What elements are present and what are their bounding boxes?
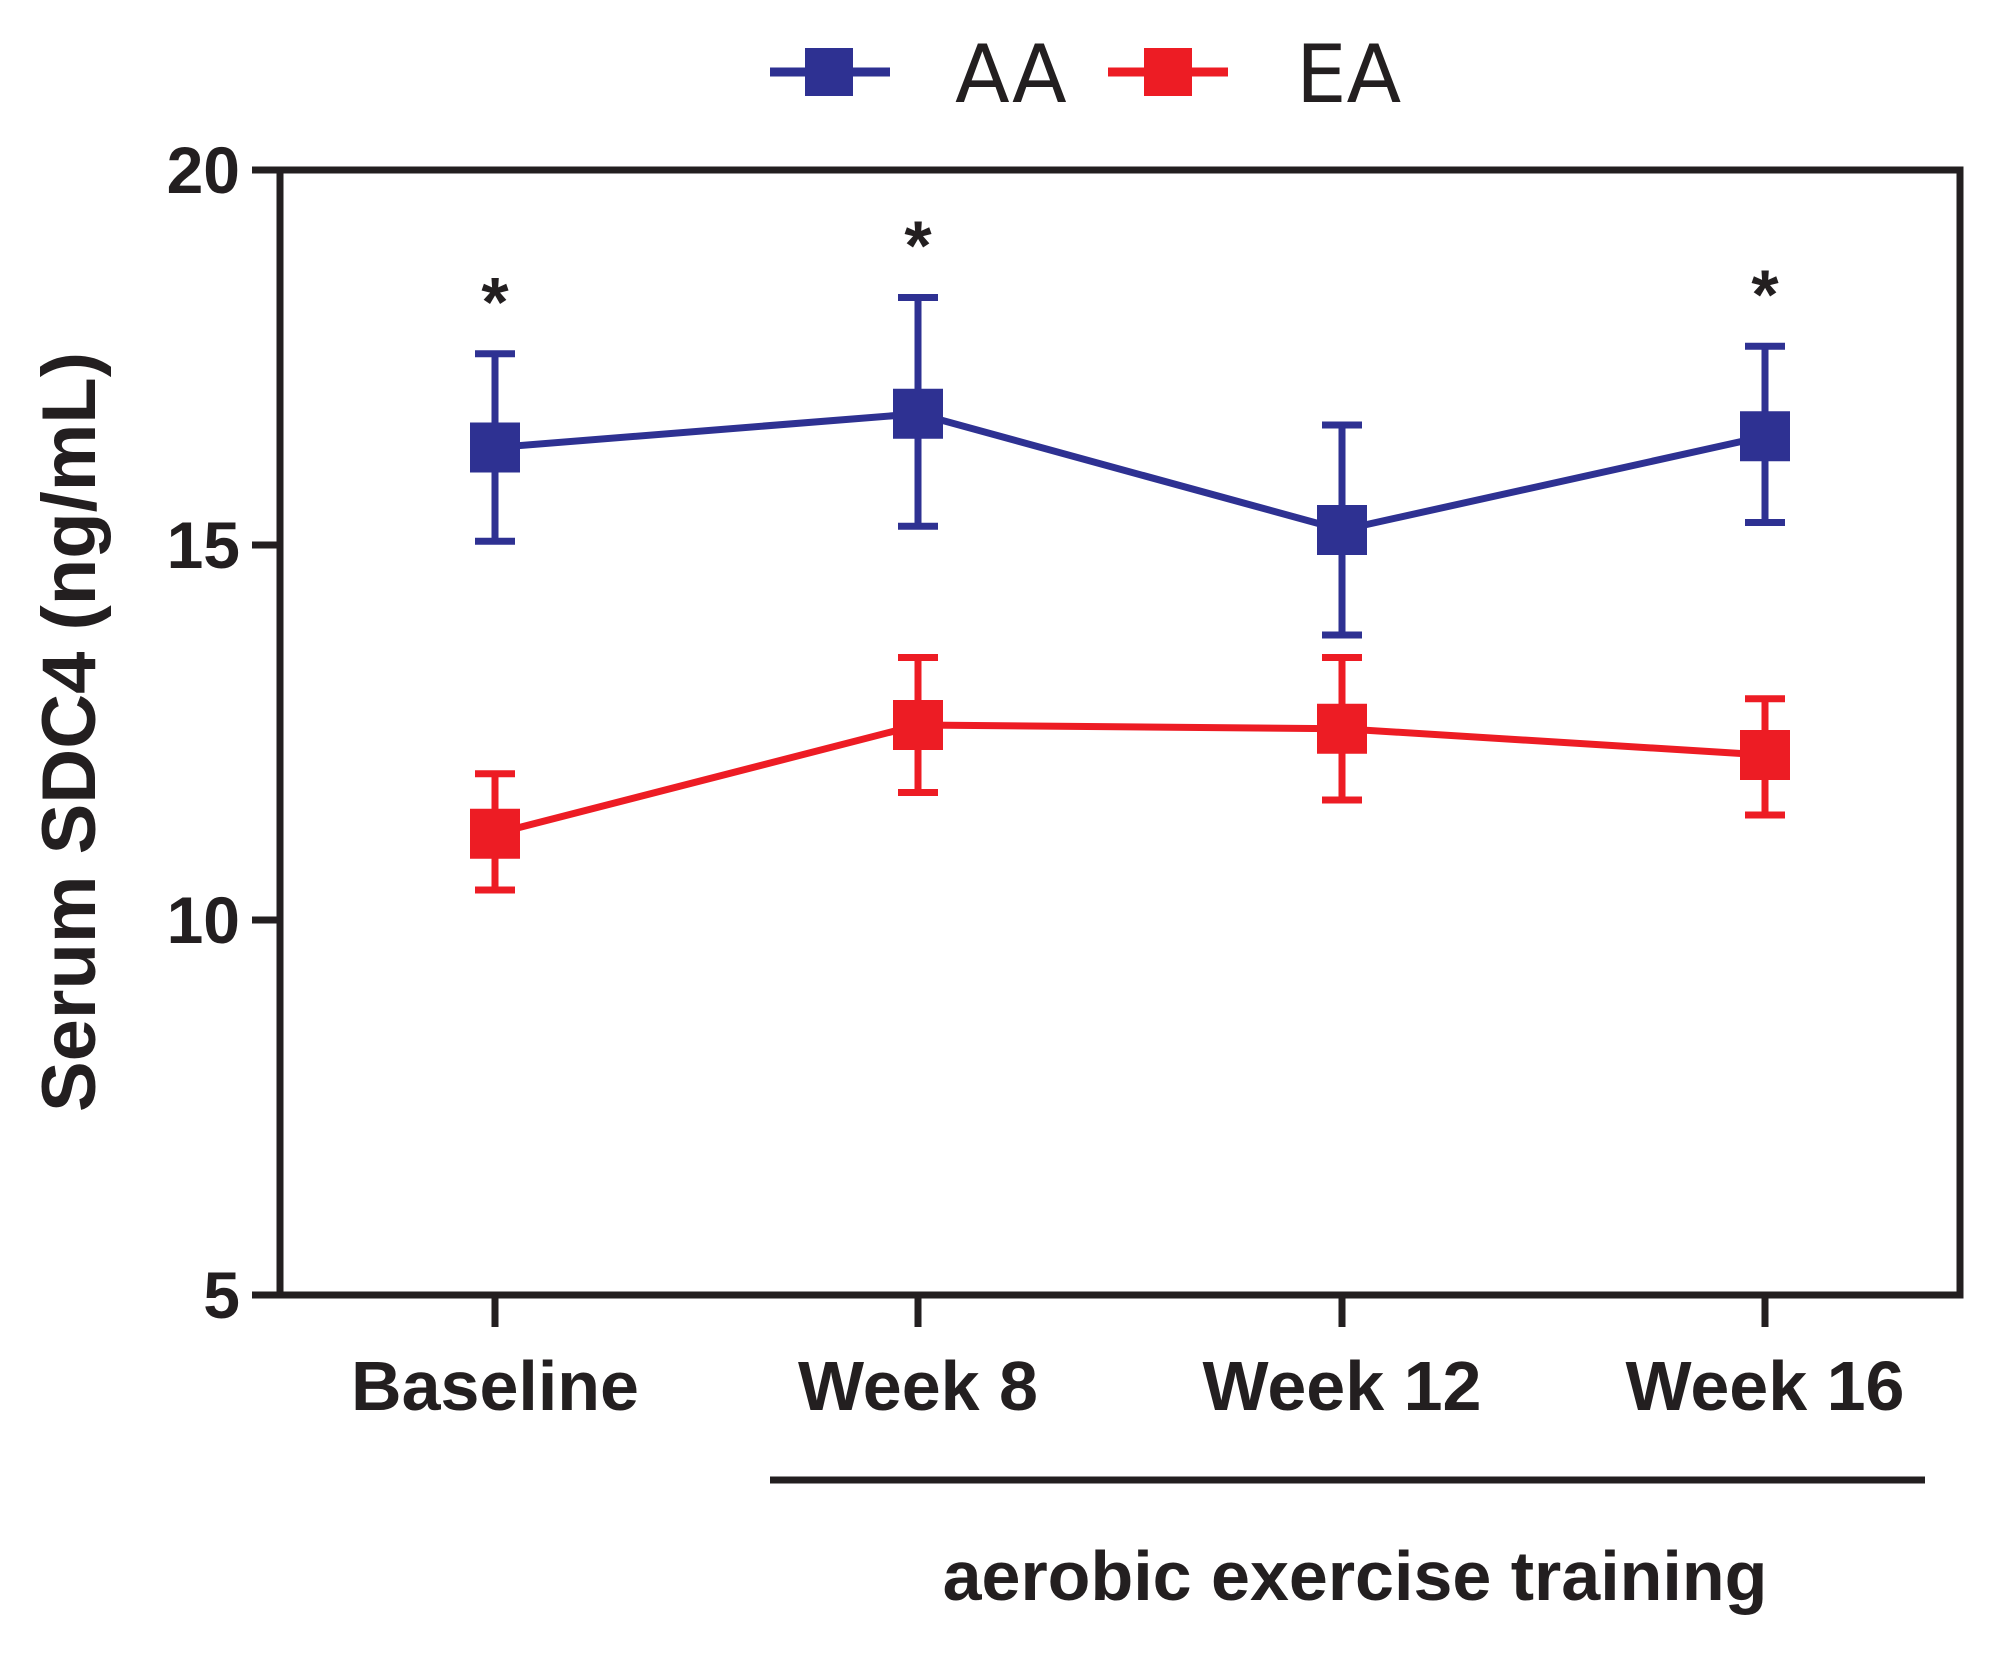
- training-bracket: aerobic exercise training: [770, 1476, 1925, 1615]
- series-line-aa: [494, 410, 1766, 534]
- significance-mark: *: [1751, 255, 1779, 333]
- x-tick-label: Week 8: [798, 1347, 1038, 1425]
- data-point: [470, 808, 520, 859]
- significance-mark: *: [904, 207, 932, 285]
- y-axis-title: Serum SDC4 (ng/mL): [27, 352, 112, 1112]
- y-axis: 5 10 15 20: [167, 133, 280, 1332]
- y-tick-label: 20: [167, 133, 240, 207]
- data-point: [893, 388, 943, 439]
- series-ea: [470, 654, 1790, 894]
- legend-aa-label: AA: [955, 28, 1067, 121]
- data-point: [1317, 703, 1367, 754]
- data-point: [1740, 411, 1790, 462]
- significance-marks: * * *: [481, 207, 1779, 341]
- series-aa: [470, 294, 1790, 639]
- significance-mark: *: [481, 263, 509, 341]
- x-axis: Baseline Week 8 Week 12 Week 16: [351, 1295, 1904, 1425]
- series-line-ea: [494, 721, 1766, 838]
- y-tick-label: 15: [167, 508, 240, 582]
- data-point: [470, 422, 520, 473]
- data-point: [1740, 730, 1790, 780]
- y-tick-label: 10: [167, 883, 240, 957]
- series-layer: [470, 294, 1790, 894]
- plot-frame: [276, 166, 1964, 1299]
- data-point: [893, 700, 943, 750]
- legend-ea-label: EA: [1296, 28, 1402, 121]
- legend-aa-marker: [805, 48, 853, 96]
- data-point: [1317, 505, 1367, 555]
- bracket-label: aerobic exercise training: [943, 1537, 1768, 1615]
- x-tick-label: Baseline: [351, 1347, 639, 1425]
- x-tick-label: Week 16: [1626, 1347, 1905, 1425]
- y-tick-label: 5: [203, 1258, 240, 1332]
- legend: AA EA: [770, 28, 1402, 121]
- x-tick-label: Week 12: [1203, 1347, 1482, 1425]
- legend-ea-marker: [1144, 48, 1192, 96]
- plot-area: 5 10 15 20 Baseline Week 8 Week 12 Week 16 * * *: [167, 133, 1964, 1425]
